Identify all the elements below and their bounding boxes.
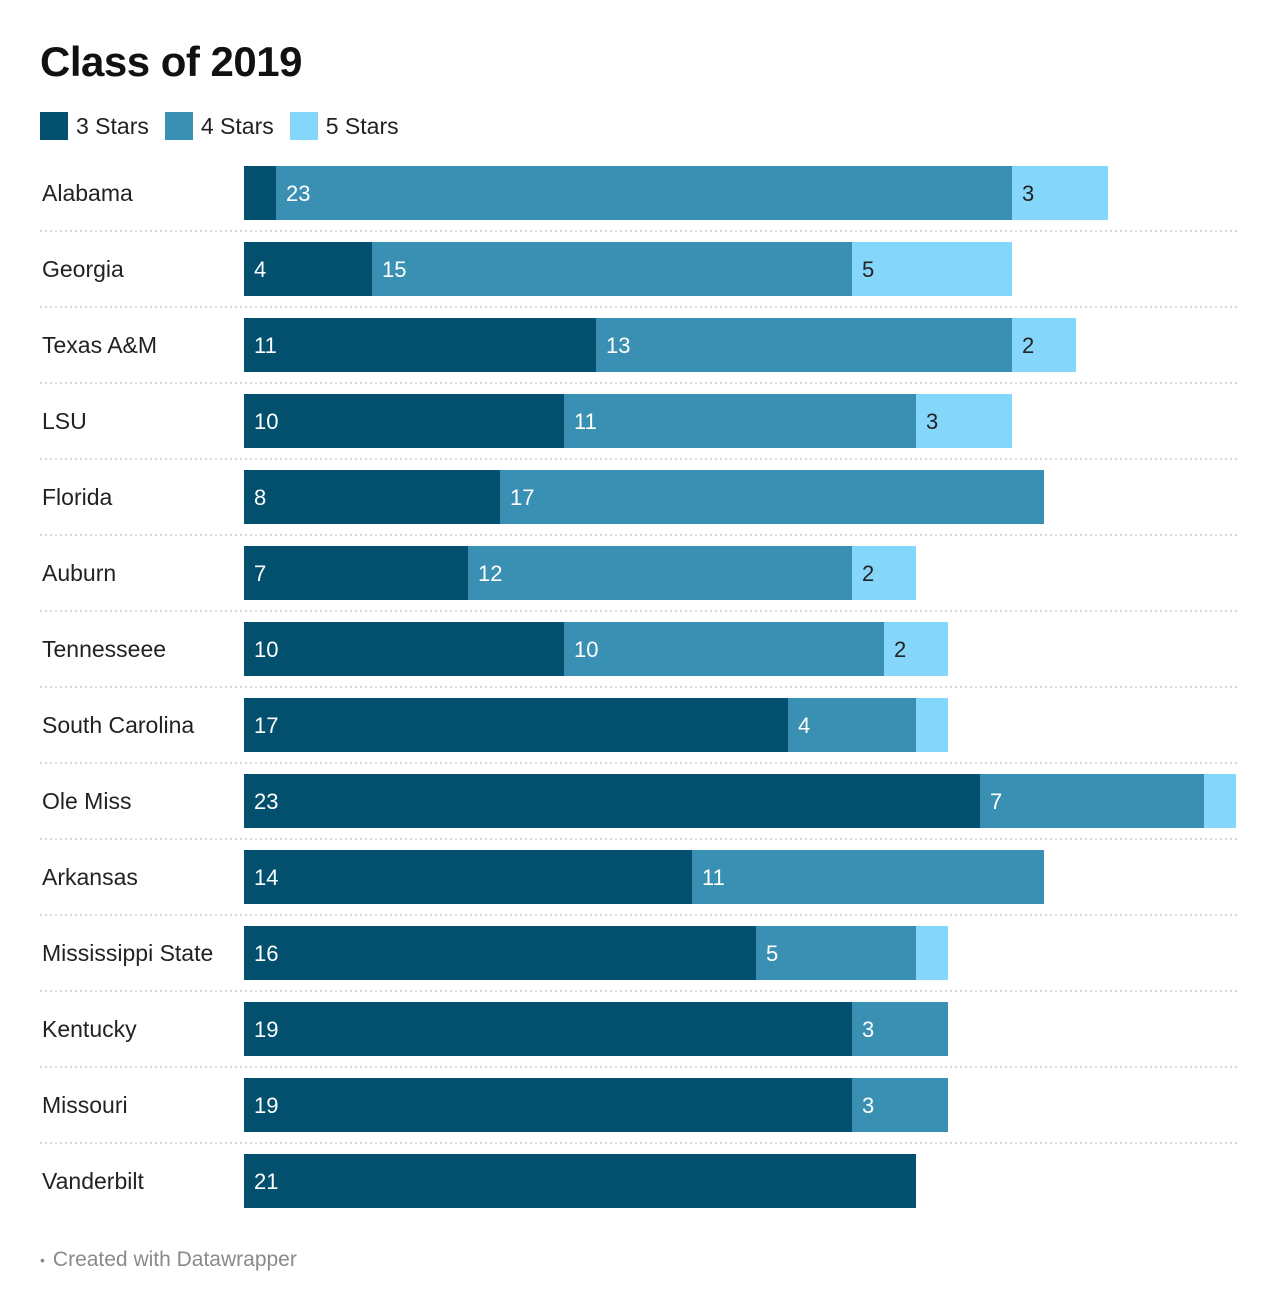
footer-bullet: •	[40, 1252, 45, 1269]
category-label-alabama: Alabama	[42, 180, 133, 206]
bar-missouri-3-stars	[244, 1078, 852, 1132]
bar-texas-a-m-5-stars	[1012, 318, 1076, 372]
legend-swatch-3-stars	[40, 112, 68, 140]
bar-alabama-3-stars	[244, 166, 276, 220]
category-label-texas-a-m: Texas A&M	[42, 332, 157, 358]
bar-ole-miss-3-stars	[244, 774, 980, 828]
legend: 3 Stars 4 Stars 5 Stars	[40, 112, 415, 140]
data-label-arkansas-3-stars: 14	[254, 865, 278, 890]
bar-lsu-4-stars	[564, 394, 916, 448]
data-label-georgia-4-stars: 15	[382, 257, 406, 282]
data-label-kentucky-4-stars: 3	[862, 1017, 874, 1042]
category-label-florida: Florida	[42, 484, 113, 510]
category-label-mississippi-state: Mississippi State	[42, 940, 213, 966]
data-label-tennesseee-4-stars: 10	[574, 637, 598, 662]
data-label-arkansas-4-stars: 11	[702, 865, 725, 890]
bar-south-carolina-4-stars	[788, 698, 916, 752]
data-label-lsu-3-stars: 10	[254, 409, 278, 434]
legend-swatch-5-stars	[289, 112, 318, 140]
data-label-florida-4-stars: 17	[510, 485, 534, 510]
category-label-auburn: Auburn	[42, 560, 116, 586]
bar-florida-4-stars	[500, 470, 1044, 524]
legend-swatch-4-stars	[164, 112, 193, 140]
data-label-texas-a-m-5-stars: 2	[1022, 333, 1034, 358]
legend-item-5-stars: 5 Stars	[289, 112, 399, 140]
data-label-missouri-4-stars: 3	[862, 1093, 874, 1118]
bar-lsu-5-stars	[916, 394, 1012, 448]
data-label-south-carolina-3-stars: 17	[254, 713, 278, 738]
chart-title: Class of 2019	[40, 38, 303, 85]
legend-label-5-stars: 5 Stars	[325, 112, 399, 139]
bar-ole-miss-5-stars	[1204, 774, 1236, 828]
legend-label-3-stars: 3 Stars	[76, 112, 149, 139]
data-label-auburn-3-stars: 7	[254, 561, 266, 586]
category-label-lsu: LSU	[42, 408, 87, 434]
bar-florida-3-stars	[244, 470, 500, 524]
bar-vanderbilt-3-stars	[244, 1154, 916, 1208]
data-label-south-carolina-4-stars: 4	[798, 713, 810, 738]
data-label-ole-miss-3-stars: 23	[254, 789, 278, 814]
bar-kentucky-3-stars	[244, 1002, 852, 1056]
data-label-ole-miss-4-stars: 7	[990, 789, 1002, 814]
bar-tennesseee-5-stars	[884, 622, 948, 676]
footer-credit-text: Created with Datawrapper	[52, 1248, 297, 1271]
bar-south-carolina-3-stars	[244, 698, 788, 752]
footer-credit: • Created with Datawrapper	[40, 1248, 297, 1272]
bar-georgia-4-stars	[372, 242, 852, 296]
data-label-kentucky-3-stars: 19	[254, 1017, 278, 1042]
legend-label-4-stars: 4 Stars	[200, 112, 274, 139]
data-label-georgia-5-stars: 5	[862, 257, 874, 282]
bar-tennesseee-3-stars	[244, 622, 564, 676]
data-label-florida-3-stars: 8	[254, 485, 266, 510]
data-label-missouri-3-stars: 19	[254, 1093, 278, 1118]
data-label-auburn-4-stars: 12	[478, 561, 502, 586]
legend-item-3-stars: 3 Stars	[40, 112, 149, 140]
data-label-tennesseee-3-stars: 10	[254, 637, 278, 662]
bar-alabama-5-stars	[1012, 166, 1108, 220]
bar-georgia-3-stars	[244, 242, 372, 296]
bar-arkansas-3-stars	[244, 850, 692, 904]
category-label-south-carolina: South Carolina	[42, 712, 194, 738]
bar-kentucky-4-stars	[852, 1002, 948, 1056]
bar-arkansas-4-stars	[692, 850, 1044, 904]
category-label-missouri: Missouri	[42, 1092, 128, 1118]
data-label-georgia-3-stars: 4	[254, 257, 266, 282]
bar-ole-miss-4-stars	[980, 774, 1204, 828]
data-label-tennesseee-5-stars: 2	[894, 637, 906, 662]
bar-auburn-5-stars	[852, 546, 916, 600]
bar-missouri-4-stars	[852, 1078, 948, 1132]
data-label-texas-a-m-4-stars: 13	[606, 333, 630, 358]
category-label-arkansas: Arkansas	[42, 864, 138, 890]
bar-lsu-3-stars	[244, 394, 564, 448]
bar-auburn-4-stars	[468, 546, 852, 600]
bar-mississippi-state-4-stars	[756, 926, 916, 980]
bar-georgia-5-stars	[852, 242, 1012, 296]
bar-mississippi-state-5-stars	[916, 926, 948, 980]
category-label-georgia: Georgia	[42, 256, 124, 282]
legend-item-4-stars: 4 Stars	[164, 112, 274, 140]
data-label-alabama-4-stars: 23	[286, 181, 310, 206]
bar-alabama-4-stars	[276, 166, 1012, 220]
category-label-vanderbilt: Vanderbilt	[42, 1168, 144, 1194]
bar-auburn-3-stars	[244, 546, 468, 600]
category-label-kentucky: Kentucky	[42, 1016, 137, 1042]
bar-texas-a-m-3-stars	[244, 318, 596, 372]
category-label-ole-miss: Ole Miss	[42, 788, 131, 814]
bar-mississippi-state-3-stars	[244, 926, 756, 980]
data-label-auburn-5-stars: 2	[862, 561, 874, 586]
data-label-alabama-5-stars: 3	[1022, 181, 1034, 206]
bar-tennesseee-4-stars	[564, 622, 884, 676]
data-label-lsu-5-stars: 3	[926, 409, 938, 434]
data-label-mississippi-state-4-stars: 5	[766, 941, 778, 966]
category-label-tennesseee: Tennesseee	[42, 636, 166, 662]
data-label-mississippi-state-3-stars: 16	[254, 941, 278, 966]
data-label-vanderbilt-3-stars: 21	[254, 1169, 278, 1194]
bar-south-carolina-5-stars	[916, 698, 948, 752]
data-label-texas-a-m-3-stars: 11	[254, 333, 277, 358]
bar-texas-a-m-4-stars	[596, 318, 1012, 372]
data-label-lsu-4-stars: 11	[574, 409, 597, 434]
